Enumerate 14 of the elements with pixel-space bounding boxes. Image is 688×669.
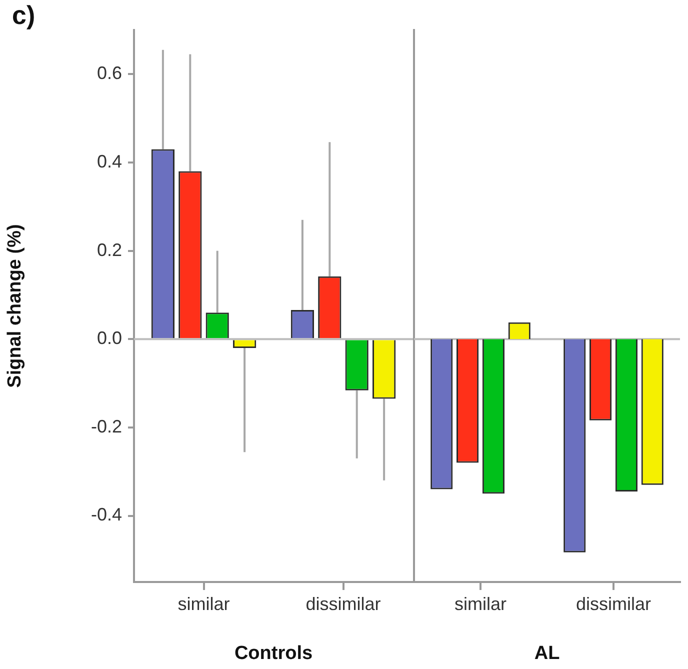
y-tick-label: -0.2 (90, 416, 122, 436)
x-tick-label: similar (178, 594, 230, 614)
y-tick-label: 0.6 (96, 63, 122, 84)
x-tick-label: similar (454, 594, 506, 614)
y-tick-label: 0.2 (96, 240, 122, 260)
x-tick-label: dissimilar (576, 594, 652, 614)
y-tick-label: 0.0 (96, 328, 122, 348)
y-tick-label: 0.4 (96, 151, 122, 172)
y-tick-label: -0.4 (90, 504, 122, 525)
x-tick-label: dissimilar (306, 594, 381, 614)
x-axis-title: Controls (234, 642, 313, 664)
x-axis-title: AL (534, 642, 560, 664)
chart-title: c) (12, 0, 36, 31)
y-axis-title: Signal change (%) (4, 224, 26, 388)
